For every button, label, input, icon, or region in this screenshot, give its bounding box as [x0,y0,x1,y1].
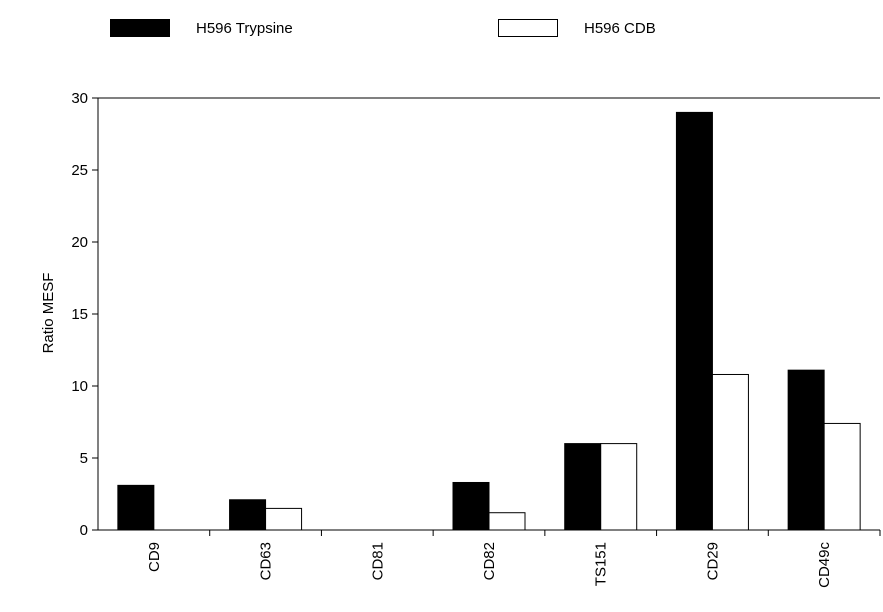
bar-trypsine-cd9 [117,484,155,531]
y-tick-label: 10 [71,378,88,395]
bar-cdb-cd29 [711,373,749,531]
x-category-label: CD63 [258,542,275,580]
legend-label-trypsine: H596 Trypsine [196,20,293,37]
y-tick-label: 15 [71,306,88,323]
x-category-label: CD29 [704,542,721,580]
y-ticks: 0 5 10 15 20 25 30 [71,90,98,539]
category-labels: CD9 CD63 CD81 CD82 TS151 CD29 CD49c [146,530,881,588]
bar-cdb-ts151 [600,443,638,531]
bar-trypsine-cd29 [675,111,713,531]
bar-cdb-cd49c [823,422,861,531]
bar-cdb-cd82 [488,512,526,531]
y-tick-label: 30 [71,90,88,107]
y-tick-label: 25 [71,162,88,179]
y-tick-label: 20 [71,234,88,251]
y-axis-label: Ratio MESF [40,273,57,354]
x-category-label: CD81 [369,542,386,580]
legend-swatch-trypsine [110,19,170,37]
x-category-label: TS151 [593,542,610,586]
x-category-label: CD9 [146,542,163,572]
bar-trypsine-cd49c [787,369,825,531]
axes [97,97,880,531]
bar-trypsine-ts151 [564,443,602,531]
bar-trypsine-cd63 [229,499,267,531]
y-tick-label: 5 [80,450,88,467]
legend-label-cdb: H596 CDB [584,20,656,37]
bar-cdb-cd63 [265,507,303,531]
bars [117,111,861,531]
x-category-label: CD82 [481,542,498,580]
bar-trypsine-cd82 [452,481,490,531]
legend-swatch-cdb [498,19,558,37]
x-category-label: CD49c [816,542,833,588]
y-tick-label: 0 [80,522,88,539]
